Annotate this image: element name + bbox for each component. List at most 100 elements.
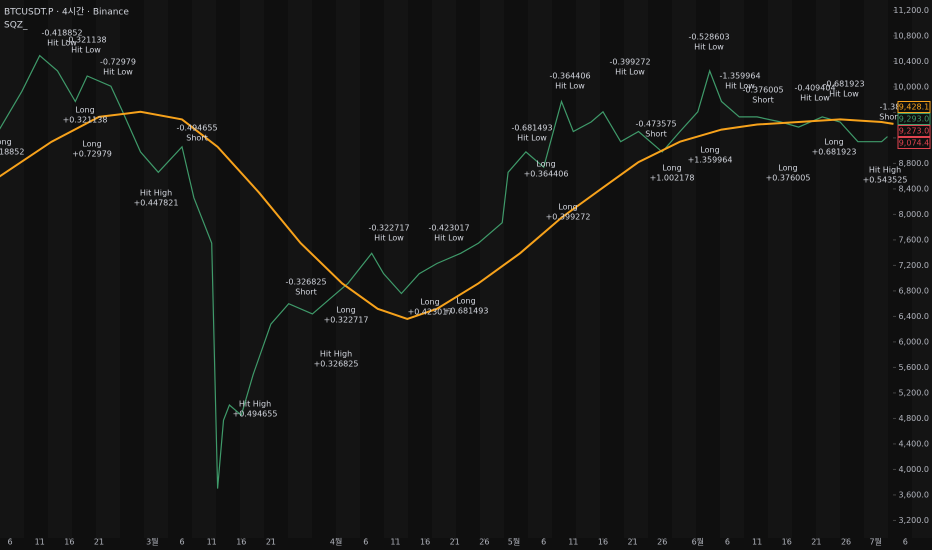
- signal-label: -0.418852: [41, 29, 82, 38]
- signal-label: Hit Low: [615, 68, 645, 77]
- signal-label: -0.681923: [823, 80, 864, 89]
- signal-label: +0.376005: [766, 174, 811, 183]
- signal-label: Long: [456, 297, 475, 306]
- stripe: [624, 0, 648, 538]
- y-tick-label: 6,800.0: [898, 286, 929, 295]
- x-tick-label: 11: [752, 538, 762, 547]
- y-tick-label: 6,400.0: [898, 312, 929, 321]
- x-tick-label: 21: [450, 538, 460, 547]
- signal-label: -0.409404: [794, 84, 835, 93]
- signal-label: +0.681923: [812, 148, 857, 157]
- y-tick-label: 3,600.0: [898, 490, 929, 499]
- signal-label: Long: [82, 140, 101, 149]
- x-tick-label: 6: [179, 538, 184, 547]
- x-tick-label: 5월: [508, 537, 520, 547]
- price-label-box: [897, 137, 931, 149]
- signal-label: -0.681493: [511, 124, 552, 133]
- stripe: [96, 0, 120, 538]
- x-tick-label: 21: [266, 538, 276, 547]
- signal-label: +1.002178: [650, 174, 695, 183]
- x-tick-label: 6: [541, 538, 546, 547]
- signal-label: Hit Low: [434, 234, 464, 243]
- stripe: [672, 0, 696, 538]
- signal-label: Long: [75, 106, 94, 115]
- signal-label: Hit Low: [829, 90, 859, 99]
- y-tick-label: 4,400.0: [898, 439, 929, 448]
- signal-label: +0.321138: [63, 116, 108, 125]
- signal-label: +0.423017: [408, 308, 453, 317]
- signal-label: Short: [186, 134, 207, 143]
- signal-label: Hit Low: [374, 234, 404, 243]
- price-label-box: [897, 113, 931, 125]
- y-tick-label: 7,600.0: [898, 235, 929, 244]
- x-tick-label: 7월: [869, 537, 881, 547]
- x-tick-label: 6: [8, 538, 13, 547]
- x-tick-label: 26: [479, 538, 489, 547]
- signal-label: Hit Low: [47, 39, 77, 48]
- signal-label: +0.322717: [324, 316, 369, 325]
- signal-label: Short: [752, 96, 773, 105]
- signal-label: Long: [700, 146, 719, 155]
- signal-label: Hit Low: [694, 43, 724, 52]
- chart-title: BTCUSDT.P · 4시간 · Binance: [4, 7, 129, 18]
- y-tick-label: 5,600.0: [898, 363, 929, 372]
- x-tick-label: 16: [782, 538, 792, 547]
- signal-label: Hit High: [320, 350, 352, 359]
- stripe: [864, 0, 888, 538]
- signal-label: Long: [420, 298, 439, 307]
- signal-label: -1.38: [880, 103, 901, 112]
- stripe: [768, 0, 792, 538]
- signal-label: Long: [0, 138, 12, 147]
- price-label: 9,074.4: [899, 139, 930, 148]
- stripe: [336, 0, 360, 538]
- x-tick-label: 11: [568, 538, 578, 547]
- x-tick-label: 3월: [146, 537, 158, 547]
- y-tick-label: 3,200.0: [898, 516, 929, 525]
- signal-label: -0.326825: [285, 278, 326, 287]
- stripe: [480, 0, 504, 538]
- x-tick-label: 26: [657, 538, 667, 547]
- stripe: [720, 0, 744, 538]
- signal-label: Long: [824, 138, 843, 147]
- price-line: [0, 54, 888, 489]
- signal-label: Short: [645, 130, 666, 139]
- signal-label: Hit High: [239, 400, 271, 409]
- stripe: [0, 0, 24, 538]
- signal-label: Hit Low: [800, 94, 830, 103]
- stripe: [144, 0, 168, 538]
- signal-label: +0.681493: [444, 307, 489, 316]
- y-tick-label: 10,000.0: [893, 82, 929, 91]
- signal-label: +0.447821: [134, 199, 179, 208]
- signal-label: +1.359964: [688, 156, 733, 165]
- signal-label: +0.543525: [863, 176, 908, 185]
- signal-label: +0.364406: [524, 170, 569, 179]
- y-tick-label: 5,200.0: [898, 388, 929, 397]
- signal-label: Hit High: [140, 189, 172, 198]
- x-tick-label: 21: [811, 538, 821, 547]
- y-tick-label: 8,800.0: [898, 159, 929, 168]
- price-label-box: [897, 125, 931, 137]
- signal-label: -1.359964: [719, 72, 760, 81]
- x-tick-label: 16: [598, 538, 608, 547]
- signal-label: +0.326825: [314, 360, 359, 369]
- x-tick-label: 26: [841, 538, 851, 547]
- y-tick-label: 8,000.0: [898, 210, 929, 219]
- signal-label: -0.473575: [635, 120, 676, 129]
- stripe: [816, 0, 840, 538]
- signal-label: -0.364406: [549, 72, 590, 81]
- x-tick-label: 16: [420, 538, 430, 547]
- signal-label: -0.494655: [176, 124, 217, 133]
- x-tick-label: 6: [903, 538, 908, 547]
- indicator-name: SQZ_: [4, 21, 28, 31]
- y-tick-label: 10,400.0: [893, 57, 929, 66]
- price-label: 9,273.0: [899, 127, 930, 136]
- stripe: [240, 0, 264, 538]
- x-tick-label: 11: [390, 538, 400, 547]
- stripe: [288, 0, 312, 538]
- signal-label: +0.399272: [546, 213, 591, 222]
- x-tick-label: 21: [628, 538, 638, 547]
- signal-label: Long: [336, 306, 355, 315]
